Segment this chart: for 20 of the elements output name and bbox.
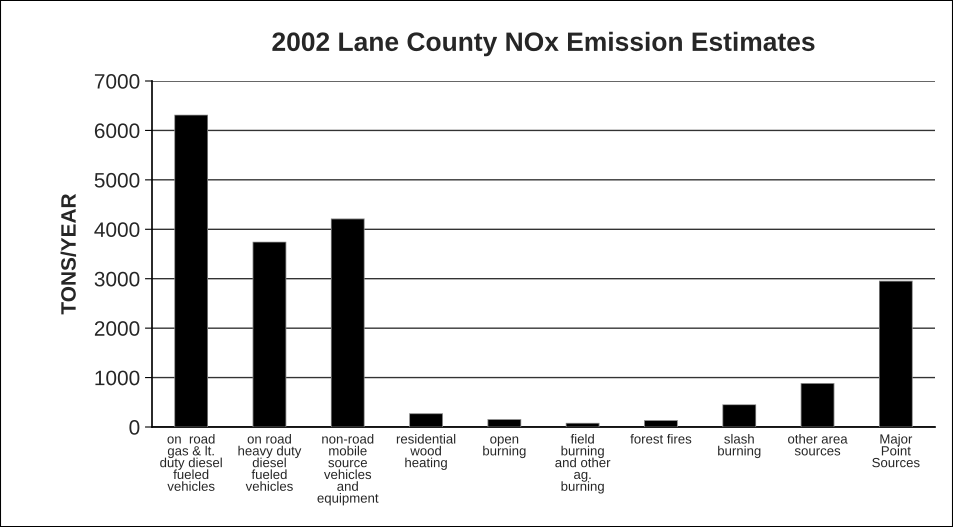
x-tick-label: forest fires: [630, 434, 692, 444]
y-axis-title: TONS/YEAR: [60, 194, 76, 314]
x-tick-label: open burning: [483, 436, 526, 458]
y-tick-label: 2000: [94, 321, 140, 336]
x-tick-label: on road gas & lt. duty diesel fueled vehicles: [160, 434, 222, 491]
x-tick-label: field burning and other ag. burning: [555, 434, 610, 494]
x-tick-label: other area sources: [788, 434, 848, 456]
x-tick-label: slash burning: [718, 434, 760, 458]
chart-title: 2002 Lane County NOx Emission Estimates: [272, 32, 814, 56]
x-tick-label: on road heavy duty diesel fueled vehicles: [238, 434, 302, 491]
y-tick-label: 5000: [94, 172, 140, 188]
x-tick-label: non-road mobile source vehicles and equipment: [318, 434, 378, 506]
y-tick-label: 1000: [95, 370, 140, 386]
y-tick-label: 6000: [94, 123, 140, 138]
y-tick-label: 4000: [94, 222, 140, 238]
y-tick-label: 0: [129, 420, 140, 435]
y-tick-label: 3000: [94, 272, 140, 286]
x-tick-label: Major Point Sources: [872, 434, 920, 468]
y-tick-label: 7000: [94, 74, 140, 89]
x-tick-label: residential wood heating: [396, 434, 456, 470]
